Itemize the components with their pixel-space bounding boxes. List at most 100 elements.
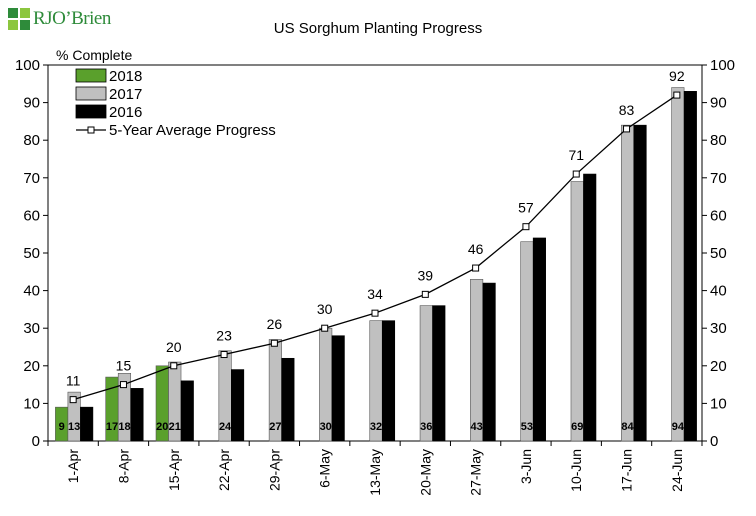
x-tick-label: 8-Apr — [115, 449, 131, 484]
bar-value-label-2017: 27 — [269, 421, 281, 433]
bar-2017 — [570, 181, 584, 442]
bar-value-label-2017: 18 — [118, 421, 130, 433]
chart-title: US Sorghum Planting Progress — [273, 20, 483, 37]
bar-2016 — [532, 237, 546, 442]
y-tick-label-right: 90 — [710, 95, 727, 112]
bar-2016 — [231, 369, 245, 442]
average-point — [119, 381, 127, 389]
x-tick-label: 17-Jun — [619, 449, 635, 492]
bar-value-label-2017: 94 — [672, 421, 685, 433]
y-tick-label-left: 30 — [23, 320, 40, 337]
bar-value-label-2017: 21 — [169, 421, 181, 433]
bar-2016 — [331, 335, 345, 442]
x-tick-label: 3-Jun — [518, 449, 534, 484]
average-value-label: 15 — [116, 358, 132, 374]
bar-value-label-2018: 9 — [59, 421, 65, 433]
average-value-label: 71 — [568, 147, 584, 163]
y-tick-label-right: 70 — [710, 170, 727, 187]
bar-value-label-2017: 30 — [320, 421, 332, 433]
logo-text: RJO’Brien — [33, 8, 111, 29]
bar-value-label-2017: 69 — [571, 421, 583, 433]
legend-label: 2016 — [109, 104, 142, 121]
average-point — [623, 125, 631, 133]
x-tick-label: 1-Apr — [65, 449, 81, 484]
x-tick-label: 6-May — [317, 449, 333, 488]
average-point — [673, 91, 681, 99]
average-value-label: 46 — [468, 241, 484, 257]
company-logo: RJO’Brien — [8, 8, 111, 30]
bar-value-label-2017: 36 — [420, 421, 432, 433]
legend-label: 5-Year Average Progress — [109, 122, 276, 139]
y-tick-label-right: 60 — [710, 207, 727, 224]
bar-2017 — [470, 279, 484, 442]
legend-label: 2018 — [109, 68, 142, 85]
y-tick-label-right: 100 — [710, 57, 735, 74]
x-tick-label: 27-May — [468, 449, 484, 496]
bar-2016 — [281, 357, 295, 442]
bar-2016 — [583, 173, 597, 442]
bar-2017 — [671, 87, 685, 442]
average-value-label: 26 — [267, 316, 283, 332]
y-tick-label-left: 90 — [23, 95, 40, 112]
y-tick-label-left: 80 — [23, 132, 40, 149]
y-tick-label-left: 0 — [32, 433, 40, 450]
average-point — [321, 324, 329, 332]
bar-value-label-2017: 32 — [370, 421, 382, 433]
average-point — [371, 309, 379, 317]
average-value-label: 39 — [418, 267, 434, 283]
y-axis-label: % Complete — [56, 47, 133, 63]
average-point — [69, 396, 77, 404]
x-tick-label: 24-Jun — [669, 449, 685, 492]
bar-2016 — [381, 320, 396, 442]
x-tick-label: 20-May — [417, 449, 433, 496]
bar-2016 — [482, 282, 496, 442]
legend-swatch — [75, 68, 107, 83]
average-point — [270, 339, 278, 347]
bar-value-label-2018: 17 — [106, 421, 118, 433]
average-point — [572, 170, 580, 178]
average-point — [220, 351, 228, 359]
y-tick-label-right: 80 — [710, 132, 727, 149]
y-tick-label-right: 40 — [710, 283, 727, 300]
x-tick-label: 15-Apr — [166, 449, 182, 491]
bar-value-label-2017: 43 — [470, 421, 482, 433]
bar-2017 — [620, 124, 635, 442]
logo-mark-icon — [8, 8, 30, 30]
average-value-label: 83 — [619, 102, 635, 118]
bar-value-label-2017: 84 — [621, 421, 634, 433]
legend-swatch — [75, 104, 107, 119]
average-point — [522, 223, 530, 231]
y-tick-label-right: 0 — [710, 433, 718, 450]
average-value-label: 92 — [669, 68, 685, 84]
average-point — [170, 362, 178, 370]
average-value-label: 34 — [367, 286, 383, 302]
y-tick-label-left: 100 — [15, 57, 40, 74]
legend-marker — [87, 126, 95, 134]
y-tick-label-right: 50 — [710, 245, 727, 262]
bar-2016 — [130, 388, 144, 442]
y-tick-label-left: 10 — [23, 395, 40, 412]
bar-2016 — [432, 305, 446, 442]
y-tick-label-left: 70 — [23, 170, 40, 187]
average-point — [421, 290, 429, 298]
x-tick-label: 22-Apr — [216, 449, 232, 491]
average-value-label: 23 — [216, 328, 232, 344]
bar-value-label-2017: 13 — [68, 421, 80, 433]
bar-2017 — [520, 241, 534, 442]
y-tick-label-left: 50 — [23, 245, 40, 262]
bar-2016 — [180, 380, 194, 442]
average-value-label: 57 — [518, 200, 534, 216]
average-point — [472, 264, 480, 272]
bar-2016 — [633, 124, 647, 442]
legend-swatch — [75, 86, 107, 101]
x-tick-label: 10-Jun — [568, 449, 584, 492]
x-tick-label: 13-May — [367, 449, 383, 496]
bar-2016 — [683, 91, 697, 442]
average-value-label: 20 — [166, 339, 182, 355]
x-tick-label: 29-Apr — [266, 449, 282, 491]
y-tick-label-right: 20 — [710, 358, 727, 375]
y-tick-label-left: 60 — [23, 207, 40, 224]
y-tick-label-right: 10 — [710, 395, 727, 412]
average-value-label: 11 — [66, 373, 81, 389]
